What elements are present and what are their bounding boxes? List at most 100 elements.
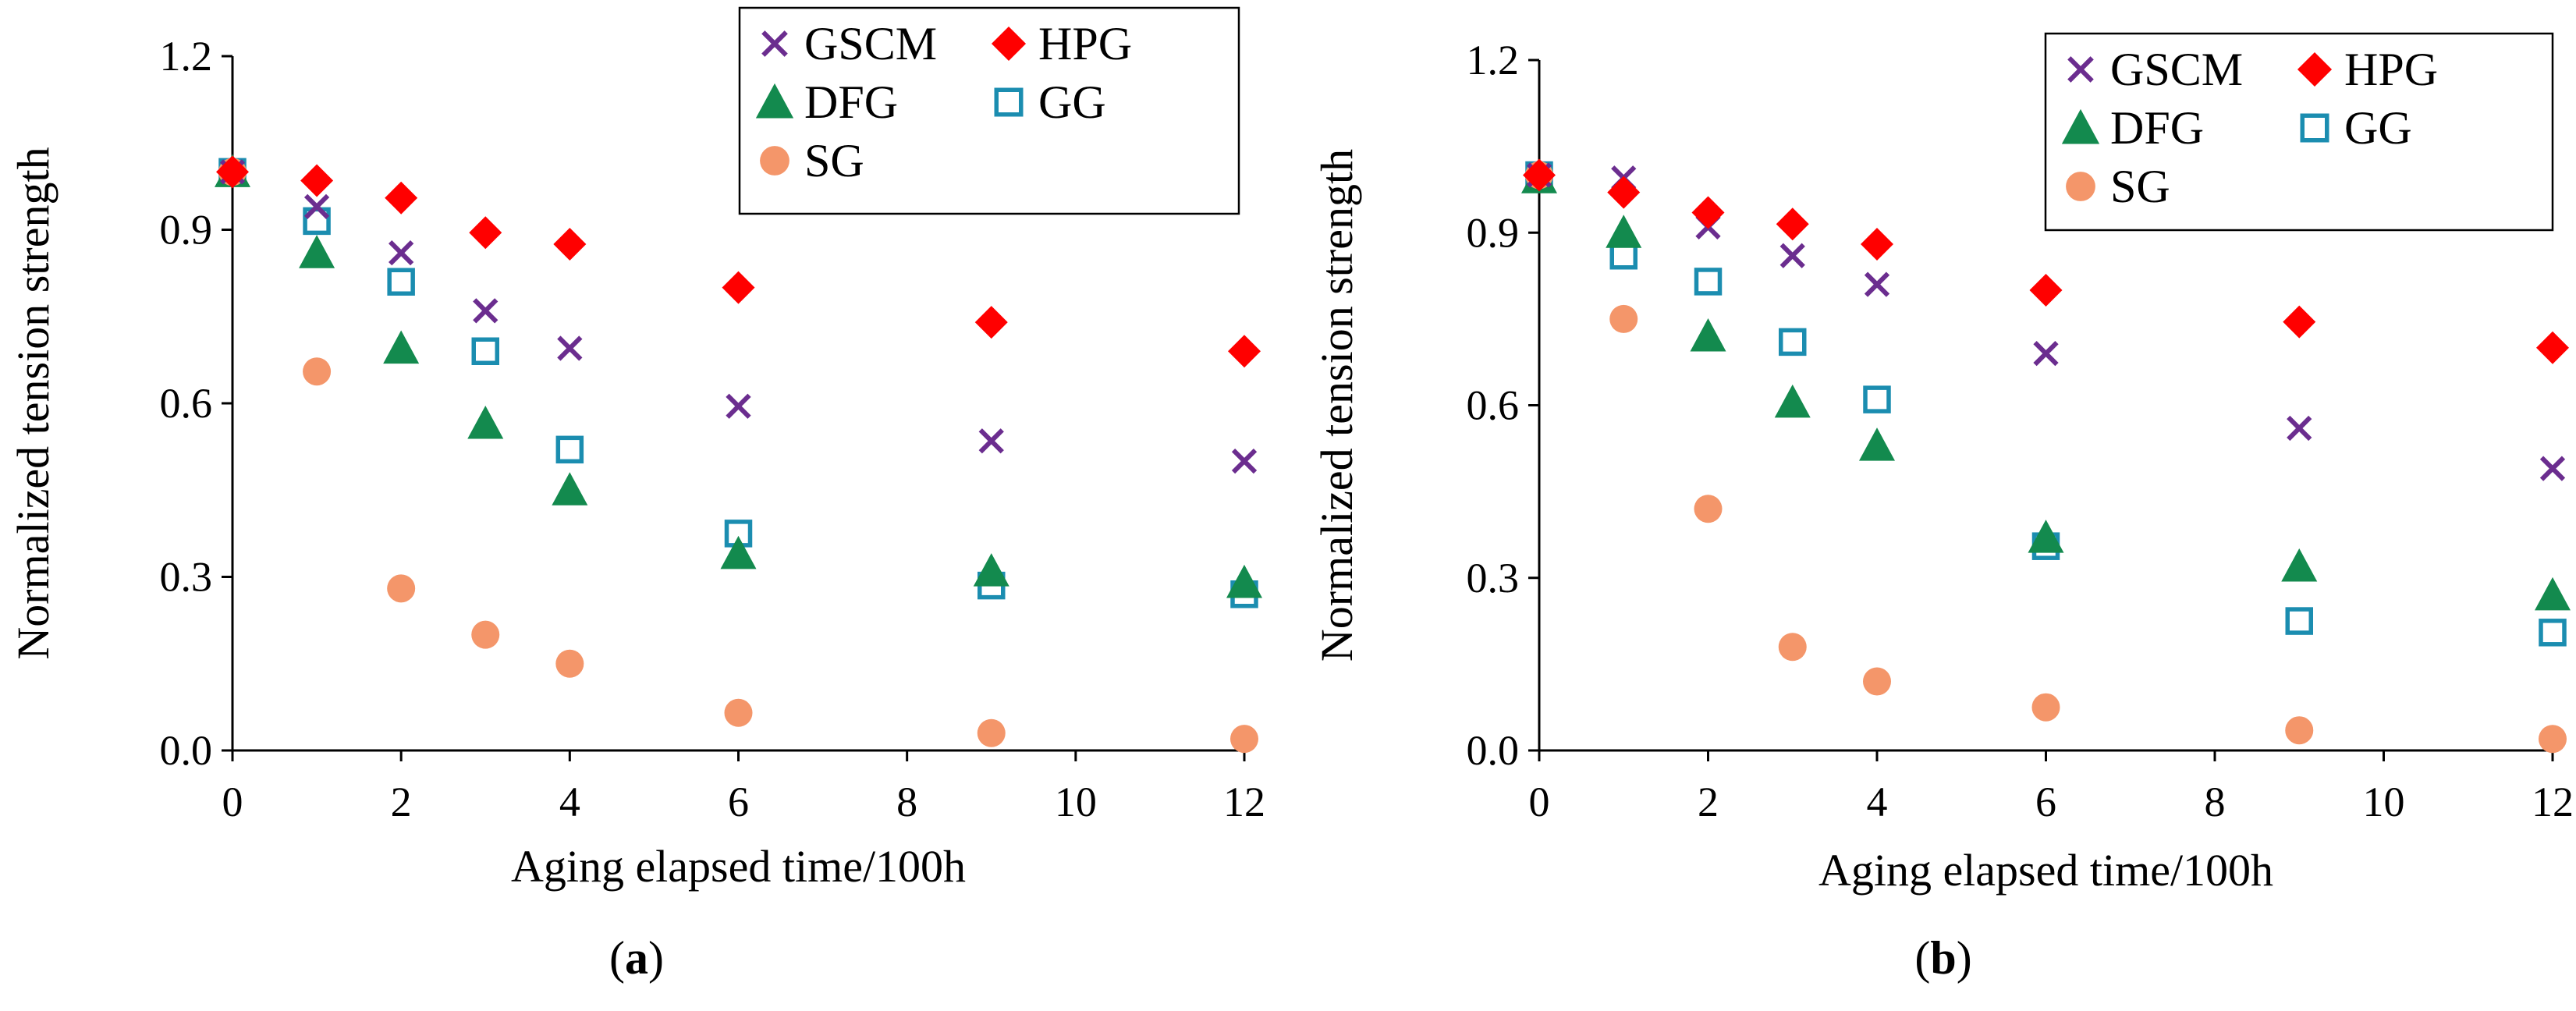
chart-b-point-gg [2285, 607, 2313, 635]
chart-a-series-dfg [215, 154, 1262, 598]
chart-a-point-dfg [720, 535, 757, 569]
chart-a-point-sg [1230, 725, 1258, 754]
chart-a-x-axis-title: Aging elapsed time/100h [511, 841, 966, 892]
chart-b-legend-entry-dfg: DFG [2061, 102, 2204, 154]
chart-b-series-hpg [1523, 158, 2569, 364]
chart-a-point-dfg [383, 330, 420, 364]
chart-b-point-gscm [1864, 271, 1890, 297]
chart-b-ytick-label: 0.6 [1467, 382, 1520, 429]
chart-b-series-gg [1525, 161, 2567, 647]
chart-b-legend-marker-hpg [2297, 51, 2333, 87]
chart-b-xtick-label: 6 [2035, 779, 2056, 825]
chart-a-point-hpg [216, 155, 249, 189]
chart-b-ytick-label: 1.2 [1467, 37, 1520, 83]
chart-a-legend-label-sg: SG [804, 135, 864, 186]
chart-b-point-gscm [1779, 243, 1805, 268]
chart-a-xtick-label: 10 [1055, 779, 1097, 825]
chart-b-legend-box [2044, 32, 2554, 232]
chart-a-ytick-label: 1.2 [160, 33, 213, 80]
chart-b-legend-marker-gg [2300, 113, 2329, 143]
chart-b-x-axis-title: Aging elapsed time/100h [1818, 845, 2273, 896]
chart-a-point-sg [977, 718, 1006, 747]
chart-b-point-sg [2031, 693, 2060, 722]
chart-a-legend-marker-gg [994, 87, 1024, 117]
chart-a-legend-label-hpg: HPG [1038, 18, 1132, 69]
chart-b-ytick-label: 0.9 [1467, 209, 1520, 256]
chart-b-point-hpg [2283, 305, 2316, 339]
chart-b-point-sg [1609, 304, 1638, 333]
chart-b-legend-entry-gscm: GSCM [2067, 44, 2243, 95]
chart-a-point-dfg [467, 405, 504, 439]
chart-a-point-hpg [974, 306, 1008, 339]
chart-a-point-dfg [552, 472, 588, 506]
chart-b-point-gg [1694, 268, 1723, 296]
chart-a-point-gg [555, 435, 584, 464]
chart-a-point-gg [471, 337, 499, 365]
chart-a-point-hpg [300, 164, 334, 197]
chart-a-point-gscm-stroke-2 [303, 193, 330, 219]
chart-b-legend-label-gscm: GSCM [2110, 44, 2243, 95]
chart-b-point-dfg [1859, 427, 1895, 461]
chart-b-point-gg [1863, 385, 1891, 413]
chart-a-point-dfg [973, 553, 1009, 587]
chart-a-legend-entry-gscm: GSCM [761, 18, 937, 69]
chart-a-panel-label-open: ( [609, 932, 625, 984]
chart-a-point-gscm [1231, 449, 1258, 474]
chart-b-point-gscm-stroke-2 [2287, 415, 2312, 442]
chart-a-panel-label-close: ) [648, 932, 664, 984]
chart-b-xtick-label: 8 [2205, 779, 2226, 825]
chart-a-point-hpg [1228, 335, 1261, 368]
chart-a-point-hpg [469, 216, 502, 250]
chart-a-series-hpg [216, 155, 1261, 368]
chart-a-legend-entry-sg: SG [760, 135, 864, 186]
chart-a-point-gscm [473, 298, 499, 324]
chart-b-legend-label-sg: SG [2110, 161, 2170, 212]
chart-b-point-sg [1694, 495, 1723, 523]
chart-a-xtick-label: 12 [1223, 779, 1265, 825]
chart-b-legend-entry-sg: SG [2066, 161, 2170, 212]
chart-b-point-gscm-stroke-2 [2033, 341, 2059, 367]
chart-b-point-hpg [1523, 158, 1556, 192]
chart-b-ytick-label: 0.3 [1467, 555, 1520, 601]
chart-a-ytick-label: 0.6 [160, 380, 213, 427]
chart-b-panel-label-letter: b [1930, 932, 1956, 984]
chart-a-panel-label-letter: a [625, 932, 648, 984]
chart-b-point-hpg [1776, 208, 1809, 241]
chart-b-point-sg [1863, 667, 1891, 696]
chart-b-xtick-label: 4 [1867, 779, 1888, 825]
chart-a-ytick-label: 0.3 [160, 554, 213, 601]
chart-b-point-dfg [1690, 318, 1726, 352]
chart-b-point-sg [1778, 633, 1807, 662]
chart-b-point-sg [2539, 725, 2567, 754]
chart-a-series-sg [218, 158, 1258, 754]
chart-a-legend-marker-gscm [761, 30, 788, 57]
chart-b-point-gscm [2033, 341, 2059, 367]
chart-a-point-dfg [299, 235, 335, 268]
chart-a-panel-label: (a) [609, 932, 664, 984]
chart-b-point-hpg [2536, 331, 2569, 364]
chart-b-point-gscm-stroke-2 [2539, 456, 2566, 481]
chart-a-xtick-label: 0 [222, 779, 243, 825]
chart-b-point-dfg [2028, 520, 2064, 553]
chart-b-legend-marker-gscm [2067, 56, 2094, 83]
chart-b-point-gg [2539, 619, 2567, 647]
chart-b-panel-label-close: ) [1957, 932, 1972, 984]
chart-b-ytick-label: 0.0 [1467, 727, 1520, 774]
chart-a-legend-entry-dfg: DFG [755, 76, 898, 128]
chart-b-point-gscm [2539, 456, 2566, 481]
chart-a-point-sg [387, 574, 416, 603]
chart-a-point-hpg [553, 228, 587, 261]
chart-a-point-gg [387, 268, 415, 296]
chart-b-point-gscm [2287, 415, 2312, 442]
chart-b-legend-label-hpg: HPG [2344, 44, 2438, 95]
chart-a: 0.0 0.3 0.6 0.9 1.2 0 2 4 6 8 10 12 Aging elapsed ti… [8, 6, 1265, 984]
chart-a-legend-entry-gg: GG [994, 76, 1106, 128]
chart-a-xtick-label: 6 [728, 779, 749, 825]
chart-a-point-gscm [303, 193, 330, 219]
chart-b-panel-label: (b) [1914, 932, 1971, 984]
chart-a-ytick-label: 0.0 [160, 727, 213, 774]
chart-b-xtick-label: 12 [2532, 779, 2574, 825]
chart-b-legend-label-dfg: DFG [2110, 102, 2204, 154]
